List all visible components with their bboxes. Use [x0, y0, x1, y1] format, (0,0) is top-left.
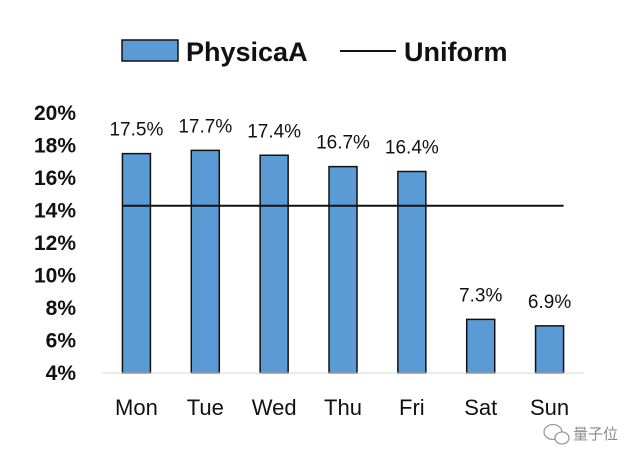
- x-tick-label: Wed: [252, 395, 297, 420]
- x-tick-label: Thu: [324, 395, 362, 420]
- y-tick-label: 10%: [34, 265, 76, 288]
- data-label: 17.5%: [109, 120, 163, 141]
- x-axis: Mon Tue Wed Thu Fri Sat Sun: [115, 395, 569, 420]
- y-tick-label: 8%: [46, 297, 77, 320]
- y-tick-label: 4%: [46, 362, 77, 385]
- legend-swatch-physicaa: [121, 39, 179, 62]
- y-axis: 4% 6% 8% 10% 12% 14% 16% 18% 20%: [34, 102, 76, 385]
- y-tick-label: 20%: [34, 102, 76, 125]
- x-tick-label: Tue: [187, 395, 224, 420]
- legend: PhysicaA Uniform: [121, 37, 508, 67]
- watermark: 量子位: [543, 423, 618, 445]
- bar: [328, 165, 358, 374]
- x-tick-label: Mon: [115, 395, 158, 420]
- data-labels: 17.5% 17.7% 17.4% 16.7% 16.4% 7.3% 6.9%: [109, 116, 571, 313]
- y-tick-label: 6%: [46, 330, 77, 353]
- y-tick-label: 12%: [34, 232, 76, 255]
- bar: [259, 154, 289, 374]
- bar: [397, 170, 427, 374]
- y-tick-label: 18%: [34, 135, 76, 158]
- data-label: 17.4%: [247, 121, 301, 142]
- watermark-text: 量子位: [573, 425, 618, 443]
- wechat-icon: [543, 423, 570, 445]
- legend-label-physicaa: PhysicaA: [186, 37, 308, 67]
- data-label: 6.9%: [528, 292, 571, 313]
- data-label: 16.7%: [316, 133, 370, 154]
- bar: [121, 152, 152, 374]
- bar: [190, 149, 221, 374]
- x-tick-label: Sat: [464, 395, 497, 420]
- legend-label-uniform: Uniform: [404, 37, 508, 67]
- y-tick-label: 14%: [34, 200, 76, 223]
- data-label: 16.4%: [385, 138, 439, 159]
- data-label: 17.7%: [178, 116, 232, 137]
- data-label: 7.3%: [459, 285, 502, 306]
- x-tick-label: Fri: [399, 395, 425, 420]
- bar: [465, 318, 496, 374]
- x-tick-label: Sun: [530, 395, 569, 420]
- bars: [102, 149, 584, 374]
- bar: [534, 325, 565, 374]
- y-tick-label: 16%: [34, 167, 76, 190]
